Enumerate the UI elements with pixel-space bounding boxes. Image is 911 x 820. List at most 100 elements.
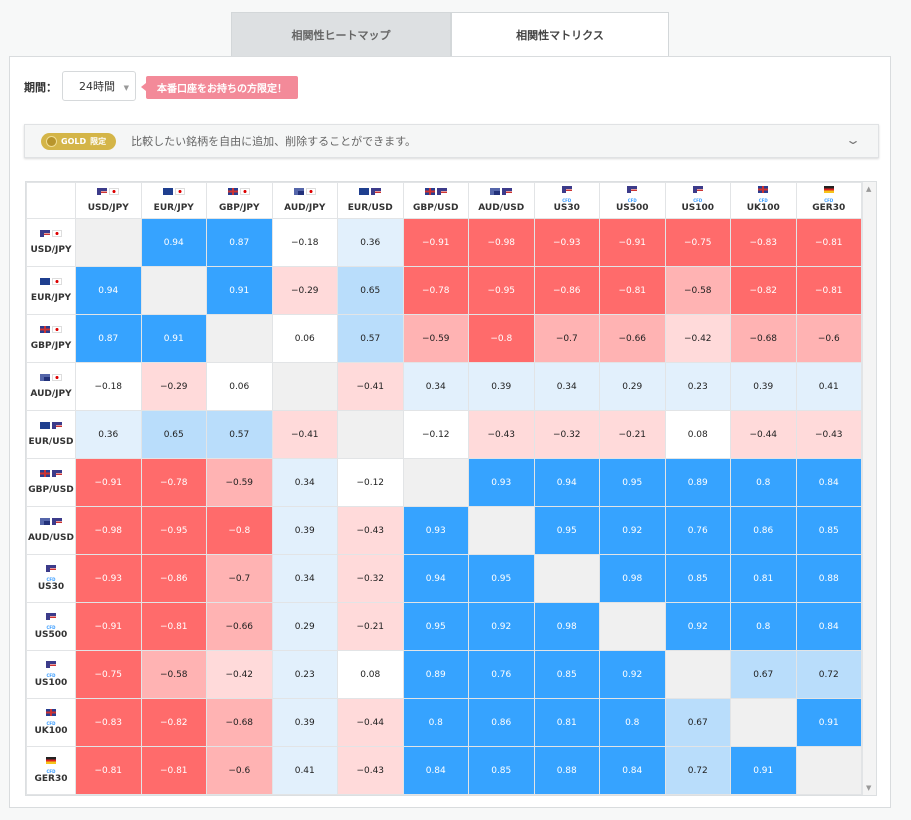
- correlation-cell[interactable]: 0.89: [402, 650, 469, 699]
- correlation-cell[interactable]: 0.85: [533, 650, 600, 699]
- correlation-cell[interactable]: 0.76: [664, 506, 731, 555]
- correlation-cell[interactable]: −0.43: [795, 410, 862, 459]
- correlation-cell[interactable]: −0.86: [533, 266, 600, 315]
- correlation-cell[interactable]: 0.39: [730, 362, 797, 411]
- correlation-cell[interactable]: 0.98: [599, 554, 666, 603]
- correlation-cell[interactable]: 0.95: [533, 506, 600, 555]
- correlation-cell[interactable]: 0.87: [206, 218, 273, 267]
- correlation-cell[interactable]: −0.43: [468, 410, 535, 459]
- correlation-cell[interactable]: 0.98: [533, 602, 600, 651]
- correlation-cell[interactable]: −0.91: [75, 458, 142, 507]
- correlation-cell[interactable]: 0.34: [402, 362, 469, 411]
- correlation-cell[interactable]: 0.29: [599, 362, 666, 411]
- correlation-cell[interactable]: −0.21: [599, 410, 666, 459]
- correlation-cell[interactable]: −0.78: [402, 266, 469, 315]
- correlation-cell[interactable]: 0.08: [337, 650, 404, 699]
- correlation-cell[interactable]: 0.86: [730, 506, 797, 555]
- correlation-cell[interactable]: 0.84: [795, 602, 862, 651]
- scroll-up-icon[interactable]: ▲: [866, 185, 872, 193]
- correlation-cell[interactable]: 0.41: [795, 362, 862, 411]
- correlation-cell[interactable]: −0.81: [599, 266, 666, 315]
- correlation-cell[interactable]: −0.21: [337, 602, 404, 651]
- correlation-cell[interactable]: −0.44: [730, 410, 797, 459]
- correlation-cell[interactable]: −0.58: [140, 650, 207, 699]
- correlation-cell[interactable]: 0.76: [468, 650, 535, 699]
- correlation-cell[interactable]: 0.93: [468, 458, 535, 507]
- correlation-cell[interactable]: −0.75: [664, 218, 731, 267]
- correlation-cell[interactable]: −0.81: [795, 218, 862, 267]
- correlation-cell[interactable]: 0.34: [271, 458, 338, 507]
- correlation-cell[interactable]: 0.92: [468, 602, 535, 651]
- correlation-cell[interactable]: 0.8: [730, 602, 797, 651]
- period-select[interactable]: 24時間 ▼: [62, 71, 136, 101]
- correlation-cell[interactable]: −0.81: [75, 746, 142, 795]
- correlation-cell[interactable]: 0.94: [402, 554, 469, 603]
- correlation-cell[interactable]: −0.59: [206, 458, 273, 507]
- correlation-cell[interactable]: 0.72: [795, 650, 862, 699]
- correlation-cell[interactable]: −0.7: [206, 554, 273, 603]
- correlation-cell[interactable]: −0.83: [730, 218, 797, 267]
- correlation-cell[interactable]: 0.67: [664, 698, 731, 747]
- correlation-cell[interactable]: 0.94: [533, 458, 600, 507]
- correlation-cell[interactable]: −0.29: [271, 266, 338, 315]
- correlation-cell[interactable]: −0.82: [730, 266, 797, 315]
- correlation-cell[interactable]: −0.12: [402, 410, 469, 459]
- correlation-cell[interactable]: −0.43: [337, 746, 404, 795]
- correlation-cell[interactable]: −0.44: [337, 698, 404, 747]
- correlation-cell[interactable]: 0.92: [664, 602, 731, 651]
- correlation-cell[interactable]: −0.6: [795, 314, 862, 363]
- correlation-cell[interactable]: 0.57: [337, 314, 404, 363]
- correlation-cell[interactable]: −0.8: [468, 314, 535, 363]
- correlation-cell[interactable]: −0.12: [337, 458, 404, 507]
- correlation-cell[interactable]: 0.84: [795, 458, 862, 507]
- correlation-cell[interactable]: −0.41: [337, 362, 404, 411]
- correlation-cell[interactable]: 0.85: [795, 506, 862, 555]
- correlation-cell[interactable]: 0.39: [468, 362, 535, 411]
- correlation-cell[interactable]: 0.81: [730, 554, 797, 603]
- correlation-cell[interactable]: 0.84: [599, 746, 666, 795]
- correlation-cell[interactable]: −0.91: [75, 602, 142, 651]
- correlation-cell[interactable]: −0.95: [140, 506, 207, 555]
- correlation-cell[interactable]: −0.6: [206, 746, 273, 795]
- correlation-cell[interactable]: −0.32: [533, 410, 600, 459]
- correlation-cell[interactable]: −0.59: [402, 314, 469, 363]
- correlation-cell[interactable]: −0.66: [599, 314, 666, 363]
- correlation-cell[interactable]: −0.91: [402, 218, 469, 267]
- correlation-cell[interactable]: 0.86: [468, 698, 535, 747]
- correlation-cell[interactable]: −0.98: [468, 218, 535, 267]
- correlation-cell[interactable]: 0.91: [730, 746, 797, 795]
- correlation-cell[interactable]: 0.8: [599, 698, 666, 747]
- correlation-cell[interactable]: 0.67: [730, 650, 797, 699]
- correlation-cell[interactable]: −0.75: [75, 650, 142, 699]
- correlation-cell[interactable]: 0.88: [795, 554, 862, 603]
- correlation-cell[interactable]: −0.42: [206, 650, 273, 699]
- correlation-cell[interactable]: 0.8: [402, 698, 469, 747]
- correlation-cell[interactable]: −0.18: [271, 218, 338, 267]
- correlation-cell[interactable]: −0.81: [795, 266, 862, 315]
- correlation-cell[interactable]: 0.94: [75, 266, 142, 315]
- correlation-cell[interactable]: 0.8: [730, 458, 797, 507]
- correlation-cell[interactable]: 0.23: [664, 362, 731, 411]
- correlation-cell[interactable]: 0.08: [664, 410, 731, 459]
- correlation-cell[interactable]: 0.06: [206, 362, 273, 411]
- correlation-cell[interactable]: −0.32: [337, 554, 404, 603]
- correlation-cell[interactable]: −0.93: [75, 554, 142, 603]
- correlation-cell[interactable]: 0.29: [271, 602, 338, 651]
- correlation-cell[interactable]: 0.95: [402, 602, 469, 651]
- correlation-cell[interactable]: 0.91: [206, 266, 273, 315]
- gold-feature-bar[interactable]: GOLD 限定 比較したい銘柄を自由に追加、削除することができます。 ⌄: [24, 124, 879, 158]
- correlation-cell[interactable]: 0.06: [271, 314, 338, 363]
- correlation-cell[interactable]: 0.65: [140, 410, 207, 459]
- correlation-cell[interactable]: 0.91: [795, 698, 862, 747]
- correlation-cell[interactable]: 0.41: [271, 746, 338, 795]
- correlation-cell[interactable]: 0.95: [599, 458, 666, 507]
- correlation-cell[interactable]: 0.95: [468, 554, 535, 603]
- correlation-cell[interactable]: −0.98: [75, 506, 142, 555]
- correlation-cell[interactable]: 0.84: [402, 746, 469, 795]
- correlation-cell[interactable]: −0.42: [664, 314, 731, 363]
- correlation-cell[interactable]: 0.89: [664, 458, 731, 507]
- live-account-promo[interactable]: 本番口座をお持ちの方限定！: [141, 76, 298, 99]
- correlation-cell[interactable]: −0.29: [140, 362, 207, 411]
- tab-matrix[interactable]: 相関性マトリクス: [451, 12, 669, 57]
- correlation-cell[interactable]: −0.7: [533, 314, 600, 363]
